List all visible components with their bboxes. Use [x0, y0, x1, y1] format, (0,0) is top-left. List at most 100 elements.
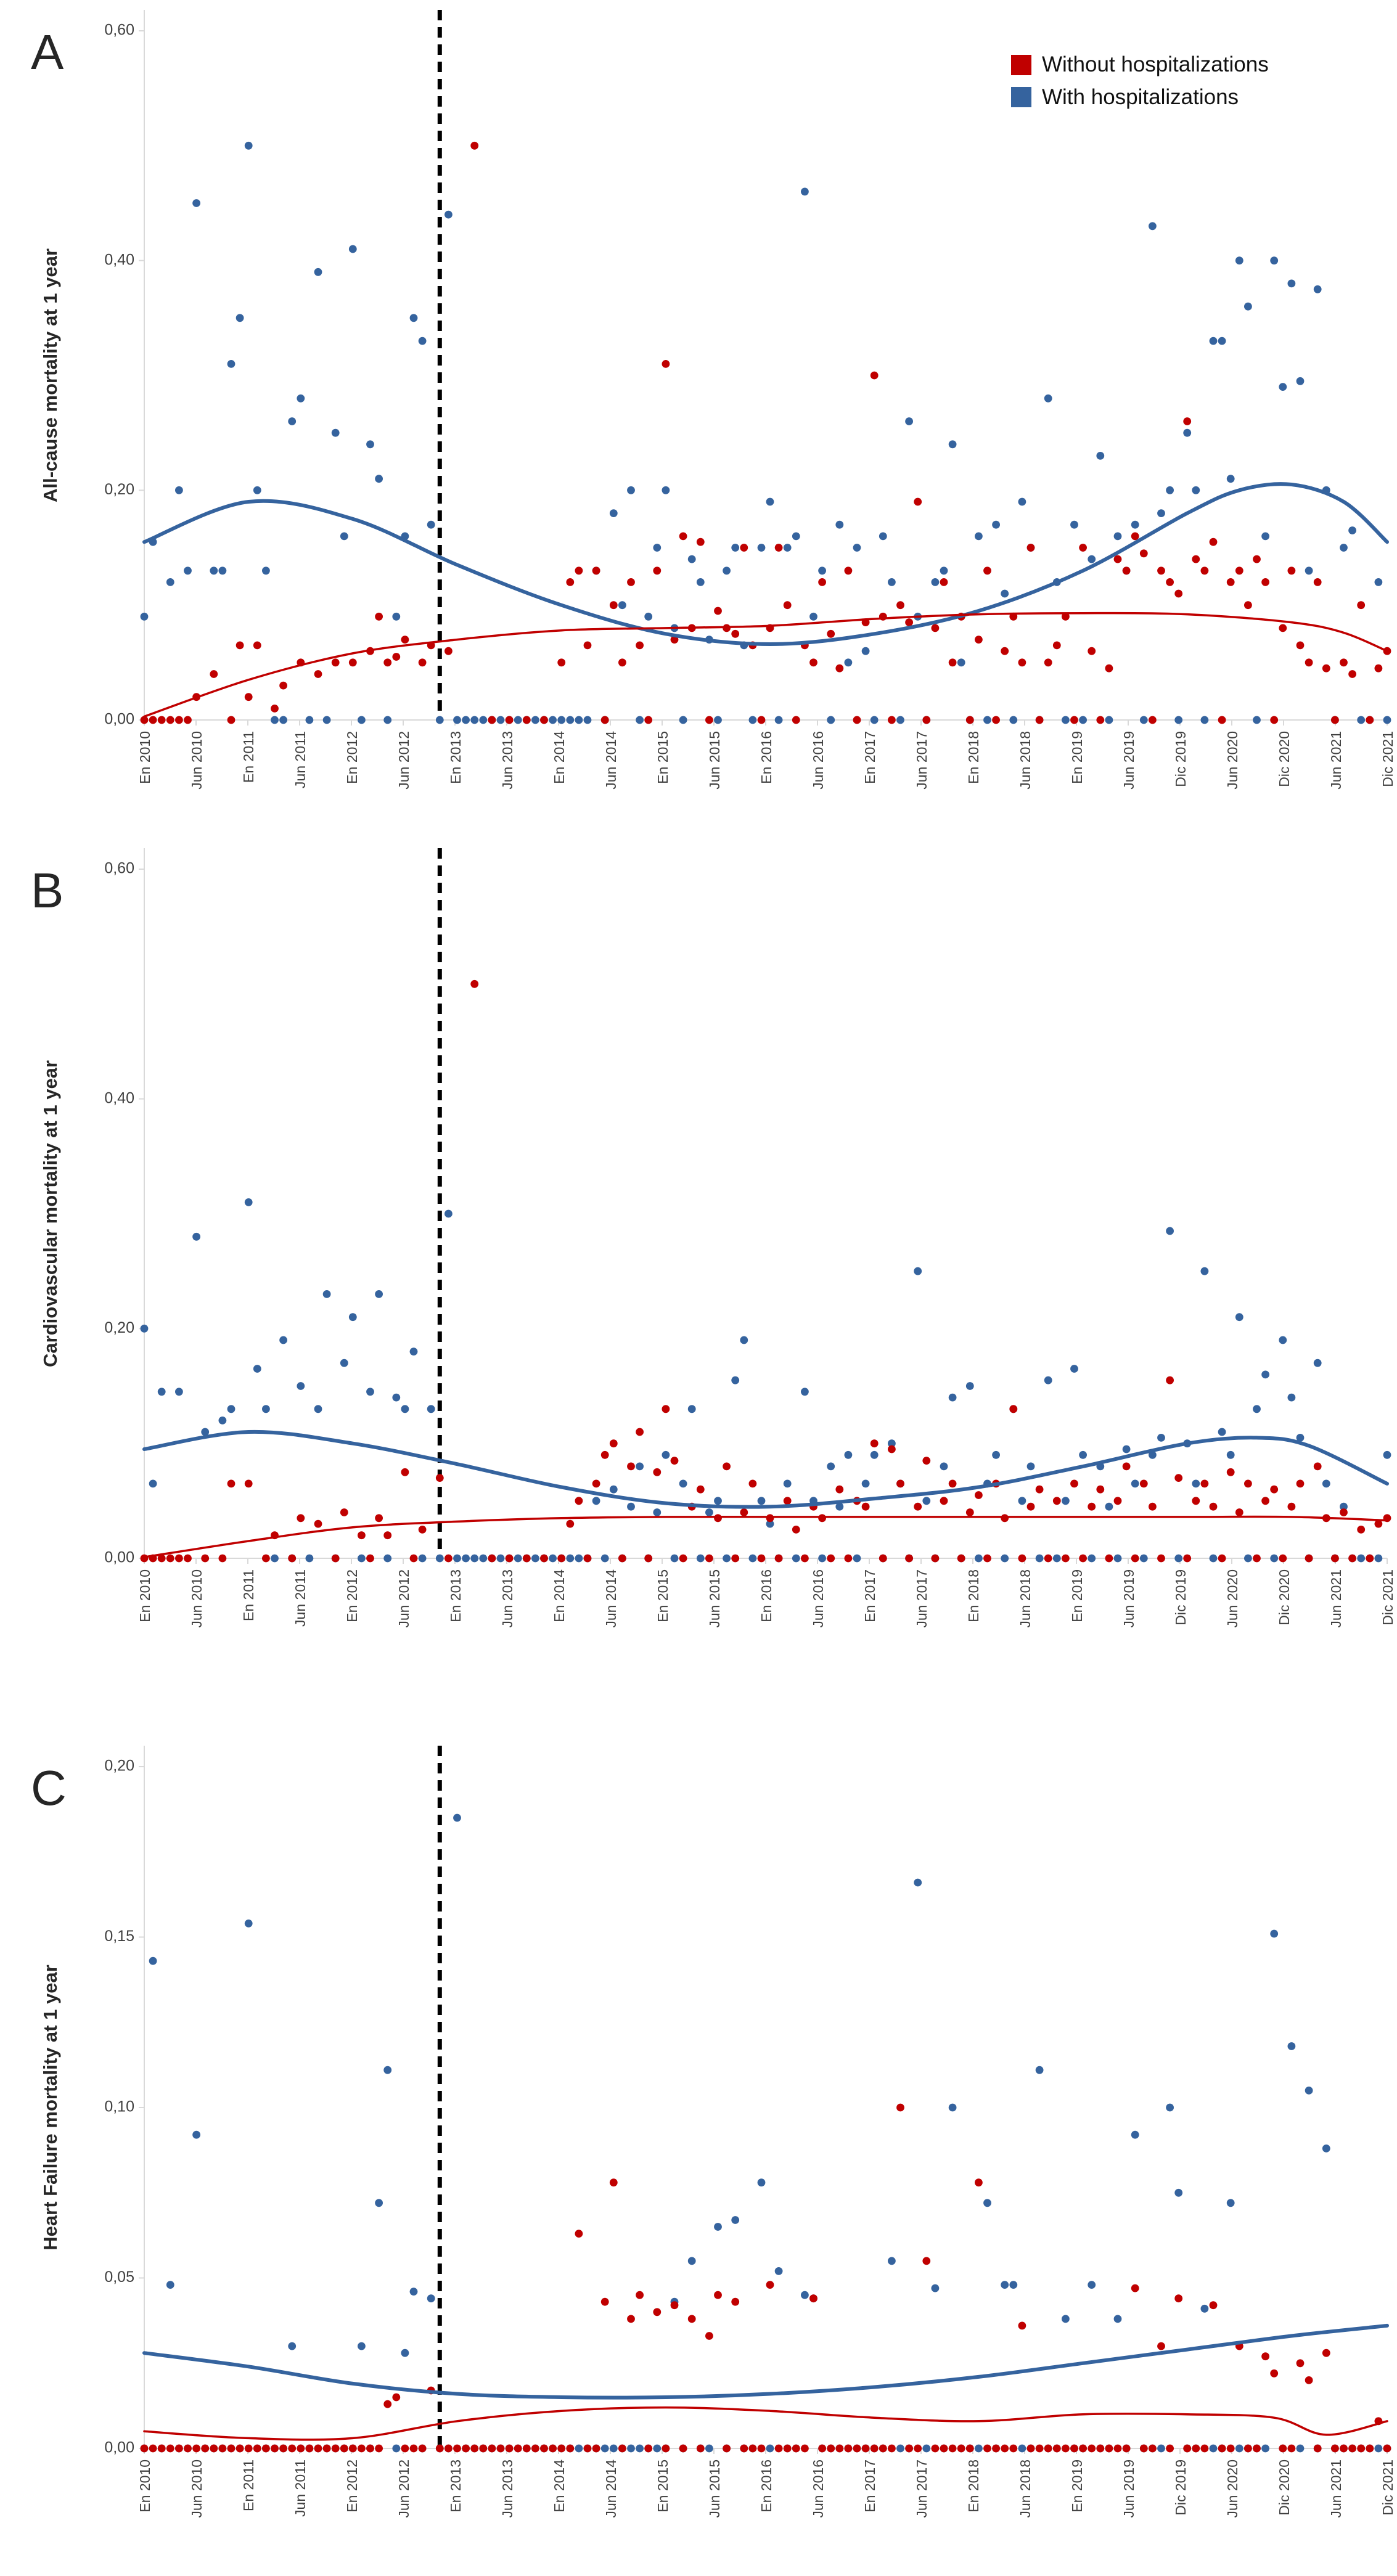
svg-text:0,40: 0,40: [104, 1089, 134, 1106]
panel-letter: A: [31, 25, 64, 80]
trend-line-without-hospitalizations: [143, 2406, 1388, 2441]
svg-text:Jun 2015: Jun 2015: [707, 731, 723, 790]
x-axis-ticks: En 2010 Jun 2010 En 2011 Jun 2011 En 2012 Jun…: [137, 1558, 1396, 1628]
legend-label: Without hospitalizations: [1042, 52, 1269, 76]
legend-label: With hospitalizations: [1042, 84, 1239, 109]
svg-text:Jun 2014: Jun 2014: [603, 1569, 619, 1628]
y-axis-ticks: 0,00 0,05 0,10 0,15 0,20: [104, 1757, 144, 2456]
svg-text:Dic 2021: Dic 2021: [1380, 731, 1396, 787]
svg-text:Jun 2016: Jun 2016: [810, 2459, 826, 2518]
svg-text:En 2019: En 2019: [1069, 1569, 1085, 1622]
svg-text:En 2018: En 2018: [965, 2459, 981, 2513]
svg-text:0,20: 0,20: [104, 1319, 134, 1336]
svg-text:0,10: 0,10: [104, 2098, 134, 2116]
svg-text:0,00: 0,00: [104, 1549, 134, 1566]
svg-text:Jun 2021: Jun 2021: [1328, 731, 1344, 790]
svg-text:En 2012: En 2012: [344, 1569, 360, 1622]
scatter-without-hospitalizations: [140, 979, 1391, 1563]
svg-text:0,00: 0,00: [104, 711, 134, 728]
svg-text:Jun 2012: Jun 2012: [396, 731, 412, 790]
svg-text:En 2015: En 2015: [655, 731, 671, 784]
legend-swatch-red: [1011, 54, 1031, 75]
panel-letter: C: [31, 1760, 67, 1815]
svg-text:0,05: 0,05: [104, 2268, 134, 2286]
svg-text:En 2013: En 2013: [448, 1569, 464, 1622]
svg-text:Jun 2018: Jun 2018: [1017, 1569, 1033, 1628]
svg-text:En 2013: En 2013: [448, 2459, 464, 2513]
svg-text:Jun 2019: Jun 2019: [1121, 2459, 1137, 2518]
svg-text:En 2010: En 2010: [137, 731, 153, 784]
y-axis-ticks: 0,00 0,20 0,40 0,60: [104, 860, 144, 1566]
trend-line-without-hospitalizations: [143, 611, 1388, 718]
svg-text:Jun 2010: Jun 2010: [189, 731, 205, 790]
svg-text:En 2014: En 2014: [551, 731, 567, 784]
svg-text:Jun 2010: Jun 2010: [189, 1569, 205, 1628]
svg-text:Jun 2014: Jun 2014: [603, 2459, 619, 2518]
svg-text:Jun 2013: Jun 2013: [499, 1569, 515, 1628]
x-axis-ticks: En 2010 Jun 2010 En 2011 Jun 2011 En 2012 Jun…: [137, 2448, 1396, 2518]
svg-text:En 2010: En 2010: [137, 1569, 153, 1622]
svg-text:Dic 2021: Dic 2021: [1380, 1569, 1396, 1625]
svg-text:0,20: 0,20: [104, 481, 134, 498]
svg-text:Jun 2011: Jun 2011: [292, 731, 308, 788]
svg-text:Jun 2012: Jun 2012: [396, 2459, 412, 2518]
svg-text:0,20: 0,20: [104, 1757, 134, 1775]
legend-item-with-hospitalizations: With hospitalizations: [1011, 84, 1269, 110]
svg-text:Dic 2020: Dic 2020: [1276, 2459, 1292, 2516]
svg-text:0,60: 0,60: [104, 22, 134, 39]
svg-text:Jun 2021: Jun 2021: [1328, 1569, 1344, 1628]
svg-text:Jun 2020: Jun 2020: [1224, 1569, 1240, 1628]
svg-text:Jun 2012: Jun 2012: [396, 1569, 412, 1628]
svg-text:Dic 2019: Dic 2019: [1173, 2459, 1189, 2516]
svg-text:En 2018: En 2018: [965, 731, 981, 784]
svg-text:En 2017: En 2017: [862, 1569, 878, 1622]
svg-text:En 2011: En 2011: [240, 1569, 256, 1621]
svg-text:En 2012: En 2012: [344, 2459, 360, 2513]
svg-text:En 2016: En 2016: [758, 1569, 774, 1622]
svg-text:En 2011: En 2011: [240, 731, 256, 783]
svg-text:0,40: 0,40: [104, 251, 134, 268]
svg-text:Jun 2010: Jun 2010: [189, 2459, 205, 2518]
svg-text:En 2016: En 2016: [758, 2459, 774, 2513]
panel-c: 0,00 0,05 0,10 0,15 0,20 En 2010 Jun 2010 En 20…: [0, 1677, 1397, 2576]
svg-text:Dic 2021: Dic 2021: [1380, 2459, 1396, 2516]
panel-a: 0,00 0,20 0,40 0,60 En 2010 Jun 2010 En 2011 Ju…: [0, 0, 1397, 838]
legend-item-without-hospitalizations: Without hospitalizations: [1011, 52, 1269, 77]
svg-text:Jun 2011: Jun 2011: [292, 2459, 308, 2517]
svg-text:Jun 2016: Jun 2016: [810, 731, 826, 790]
svg-text:En 2013: En 2013: [448, 731, 464, 784]
trend-line-without-hospitalizations: [143, 1515, 1388, 1558]
svg-text:Dic 2020: Dic 2020: [1276, 1569, 1292, 1625]
panel-b: 0,00 0,20 0,40 0,60 En 2010 Jun 2010 En 2011 Ju…: [0, 838, 1397, 1677]
y-axis-title: All-cause mortality at 1 year: [39, 248, 61, 502]
svg-text:Jun 2013: Jun 2013: [499, 2459, 515, 2518]
svg-text:Jun 2014: Jun 2014: [603, 731, 619, 790]
svg-text:En 2015: En 2015: [655, 1569, 671, 1622]
svg-text:En 2017: En 2017: [862, 2459, 878, 2513]
svg-text:Jun 2021: Jun 2021: [1328, 2459, 1344, 2518]
svg-text:En 2018: En 2018: [965, 1569, 981, 1622]
trend-line-with-hospitalizations: [142, 482, 1389, 647]
svg-text:Jun 2018: Jun 2018: [1017, 731, 1033, 790]
y-axis-title: Cardiovascular mortality at 1 year: [39, 1060, 61, 1367]
svg-text:Jun 2017: Jun 2017: [914, 731, 930, 790]
svg-text:Dic 2019: Dic 2019: [1173, 731, 1189, 787]
svg-text:Jun 2019: Jun 2019: [1121, 1569, 1137, 1628]
legend: Without hospitalizations With hospitaliz…: [1011, 52, 1269, 110]
svg-text:Jun 2015: Jun 2015: [707, 2459, 723, 2518]
scatter-with-hospitalizations: [140, 141, 1391, 724]
svg-text:Jun 2020: Jun 2020: [1224, 2459, 1240, 2518]
svg-text:Jun 2017: Jun 2017: [914, 2459, 930, 2518]
trend-line-with-hospitalizations: [142, 1429, 1389, 1509]
svg-text:En 2016: En 2016: [758, 731, 774, 784]
y-axis-ticks: 0,00 0,20 0,40 0,60: [104, 22, 144, 728]
svg-text:En 2017: En 2017: [862, 731, 878, 784]
scatter-with-hospitalizations: [140, 1813, 1391, 2453]
trend-line-with-hospitalizations: [142, 2323, 1389, 2400]
svg-text:En 2010: En 2010: [137, 2459, 153, 2513]
legend-swatch-blue: [1011, 87, 1031, 108]
svg-text:Jun 2020: Jun 2020: [1224, 731, 1240, 790]
x-axis-ticks: En 2010 Jun 2010 En 2011 Jun 2011 En 2012 Jun…: [137, 720, 1396, 790]
svg-text:Jun 2015: Jun 2015: [707, 1569, 723, 1628]
